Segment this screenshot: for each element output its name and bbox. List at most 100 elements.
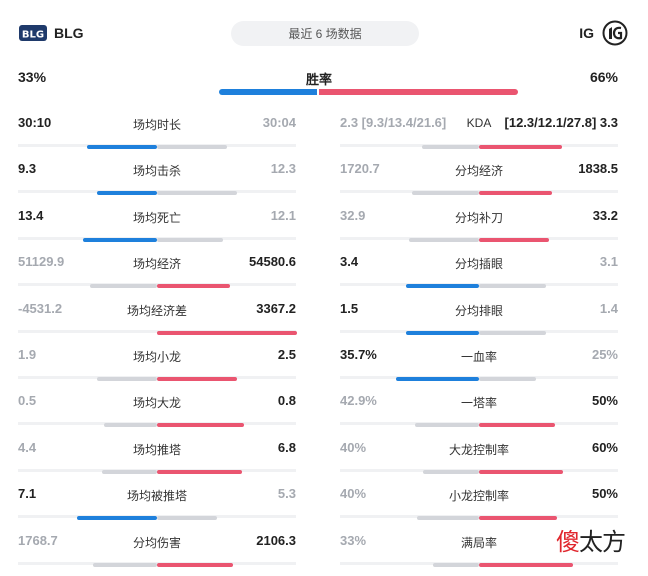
right-team-bar: [157, 516, 217, 521]
right-team-value: 12.3: [270, 161, 296, 177]
left-team-bar: [433, 562, 479, 567]
stat-row: 4.4 场均推塔 6.8: [18, 437, 296, 483]
left-team-bar: [104, 423, 157, 428]
left-team-bar: [97, 191, 157, 196]
left-team-value: 40%: [340, 486, 367, 502]
stat-row: 42.9% 一塔率 50%: [340, 390, 618, 436]
left-team-bar: [97, 377, 157, 381]
left-team-bar: [412, 191, 479, 196]
right-team-bar: [479, 377, 536, 381]
stat-row: 7.1 场均被推塔 5.3: [18, 483, 296, 529]
stat-label: 场均击杀: [132, 164, 182, 179]
stat-row: 40% 小龙控制率 50%: [340, 483, 618, 529]
left-team-bar: [409, 237, 479, 242]
stat-label: 一塔率: [460, 396, 498, 411]
right-team-bar: [157, 469, 242, 474]
stat-label: 分均伤害: [132, 535, 182, 550]
stat-row: 33% 满局率: [340, 530, 618, 576]
right-team-value: [12.3/12.1/27.8] 3.3: [504, 115, 618, 130]
left-team-value: 7.1: [18, 486, 37, 502]
left-team-value: 40%: [340, 439, 367, 455]
left-team-value: 35.7%: [340, 347, 377, 362]
stat-label: 满局率: [460, 535, 498, 550]
right-team-bar: [479, 237, 549, 242]
right-team-bar: [157, 562, 233, 567]
right-team-bar: [479, 191, 552, 196]
stat-row: 0.5 场均大龙 0.8: [18, 390, 296, 436]
watermark: 傻太方: [556, 522, 626, 557]
right-team-value: 54580.6: [249, 254, 296, 270]
left-team-bar: [415, 423, 479, 428]
right-win-rate-bar: [319, 89, 518, 95]
stat-row: 13.4 场均死亡 12.1: [18, 205, 296, 251]
right-team-bar: [479, 284, 546, 289]
watermark-rest: 太方: [579, 528, 626, 556]
left-team-value: 1.5: [340, 300, 359, 316]
stat-label: 场均时长: [132, 118, 182, 132]
right-team-bar: [479, 469, 563, 474]
stat-row: -4531.2 场均经济差 3367.2: [18, 298, 297, 344]
stat-label: 大龙控制率: [448, 442, 510, 457]
stat-row: 30:10 场均时长 30:04: [18, 112, 296, 158]
left-team-value: 3.4: [340, 254, 359, 270]
right-team-value: 50%: [591, 393, 618, 409]
right-team-name: IG: [579, 25, 594, 41]
left-team-value: 30:10: [18, 115, 52, 130]
win-rate-row: 33% 胜率 66%: [0, 66, 648, 98]
stat-row: 1.5 分均排眼 1.4: [340, 298, 618, 344]
right-team-bar: [479, 423, 555, 428]
stat-row: 3.4 分均插眼 3.1: [340, 251, 618, 297]
right-team-bar: [479, 145, 562, 149]
right-team-value: 30:04: [262, 115, 296, 130]
stat-label: 小龙控制率: [448, 489, 510, 504]
right-team-value: 0.8: [277, 393, 296, 409]
left-team-bar: [406, 284, 479, 289]
left-team-value: 1.9: [18, 347, 37, 362]
stat-label: 场均经济差: [126, 303, 188, 318]
right-team-value: 3.1: [599, 254, 618, 270]
right-team-value: 6.8: [277, 439, 296, 455]
right-team-value: 1.4: [599, 300, 618, 316]
right-team-bar: [157, 284, 230, 289]
right-team-bar: [479, 330, 546, 335]
left-team-value: 0.5: [18, 393, 37, 409]
left-team-value: 1720.7: [340, 161, 380, 177]
recent-matches-filter[interactable]: 最近 6 场数据: [231, 21, 419, 46]
left-team-value: -4531.2: [18, 300, 63, 316]
stat-row: 40% 大龙控制率 60%: [340, 437, 618, 483]
left-team-value: 33%: [340, 532, 367, 548]
left-team[interactable]: BLG BLG: [18, 20, 84, 46]
stat-row: 1720.7 分均经济 1838.5: [340, 158, 618, 204]
right-team-value: 1838.5: [578, 161, 618, 177]
left-team-bar: [422, 145, 479, 149]
right-team[interactable]: IG: [579, 20, 628, 46]
right-team-value: 3367.2: [256, 300, 296, 316]
left-team-value: 2.3 [9.3/13.4/21.6]: [340, 115, 447, 130]
left-team-bar: [396, 377, 479, 381]
stat-label: 分均排眼: [454, 303, 504, 318]
left-team-value: 42.9%: [340, 393, 377, 409]
stat-label: 场均经济: [132, 257, 182, 272]
right-team-bar: [157, 377, 237, 381]
left-win-rate-bar: [219, 89, 317, 95]
stat-label: 分均补刀: [454, 210, 504, 225]
left-team-bar: [406, 330, 479, 335]
left-team-value: 4.4: [18, 439, 37, 455]
right-team-value: 25%: [591, 347, 618, 362]
left-team-bar: [87, 145, 157, 149]
right-team-value: 33.2: [592, 207, 618, 223]
right-team-value: 12.1: [270, 207, 296, 223]
left-team-value: 9.3: [18, 161, 37, 177]
right-team-bar: [157, 145, 227, 149]
right-team-value: 2106.3: [256, 532, 296, 548]
match-header: BLG BLG 最近 6 场数据 IG: [0, 0, 648, 66]
stat-label: 场均死亡: [132, 210, 182, 225]
right-team-bar: [157, 237, 223, 242]
svg-text:BLG: BLG: [22, 30, 44, 41]
left-team-value: 32.9: [340, 207, 366, 223]
right-team-value: 2.5: [277, 347, 296, 362]
stat-row: 32.9 分均补刀 33.2: [340, 205, 618, 251]
stat-label: 场均被推塔: [126, 489, 188, 504]
left-team-bar: [83, 237, 157, 242]
right-team-value: 5.3: [277, 486, 296, 502]
